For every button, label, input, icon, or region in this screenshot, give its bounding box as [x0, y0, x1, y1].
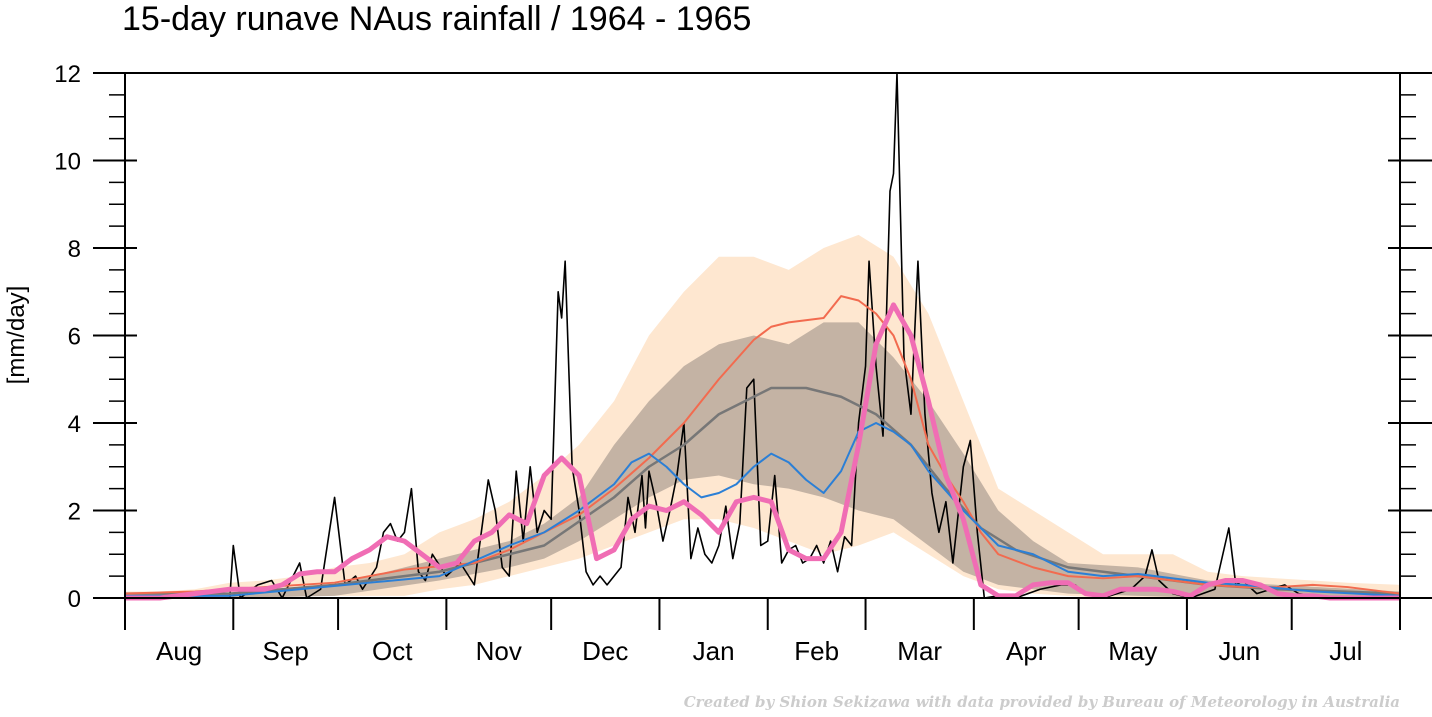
series-line	[125, 302, 1400, 601]
x-tick-label: Feb	[794, 636, 839, 666]
series-line	[125, 422, 1401, 597]
chart-title: 15-day runave NAus rainfall / 1964 - 196…	[122, 0, 751, 38]
y-tick-label: 8	[68, 236, 81, 263]
y-tick-label: 2	[68, 499, 81, 526]
series-line	[124, 295, 1401, 595]
x-tick-label: Sep	[263, 636, 309, 666]
x-tick-label: Jun	[1218, 636, 1260, 666]
series-line	[125, 386, 1401, 595]
y-axis-label: [mm/day]	[3, 286, 30, 385]
x-tick-label: Dec	[582, 636, 628, 666]
x-tick-label: Jan	[693, 636, 735, 666]
credit: Created by Shion Sekizawa with data prov…	[684, 693, 1400, 711]
y-tick-label: 10	[54, 149, 81, 176]
x-tick-label: Jul	[1329, 636, 1362, 666]
x-tick-label: Apr	[1006, 636, 1047, 666]
y-tick-label: 6	[68, 324, 81, 351]
x-tick-label: May	[1108, 636, 1157, 666]
x-tick-label: Mar	[897, 636, 942, 666]
x-tick-label: Nov	[476, 636, 522, 666]
x-tick-label: Aug	[156, 636, 202, 666]
x-tick-label: Oct	[372, 636, 413, 666]
y-tick-label: 4	[68, 411, 81, 438]
y-tick-label: 0	[68, 586, 81, 613]
y-tick-label: 12	[54, 61, 81, 88]
